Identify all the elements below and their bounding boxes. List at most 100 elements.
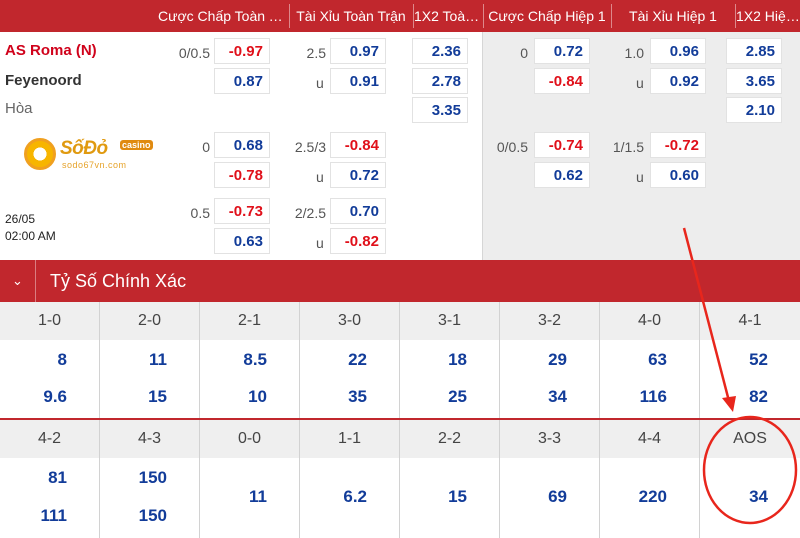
ft-hdp-home-odds[interactable]: 0.68	[214, 132, 270, 158]
score-label: 1-1	[300, 420, 400, 458]
h1-1x2-home-odds[interactable]: 2.85	[726, 38, 782, 64]
score-label: 4-3	[100, 420, 200, 458]
ft-hdp-home-odds[interactable]: -0.73	[214, 198, 270, 224]
ft-ou-over-odds[interactable]: -0.84	[330, 132, 386, 158]
score-odds[interactable]: 35	[348, 387, 367, 406]
match-date: 26/05	[5, 212, 36, 226]
h1-hdp-line: 0/0.5	[496, 139, 528, 155]
score-odds[interactable]: 150	[138, 468, 167, 487]
h1-1x2-draw-odds[interactable]: 2.10	[726, 97, 782, 123]
score-label: 2-1	[200, 302, 300, 340]
score-odds[interactable]: 10	[248, 387, 267, 406]
under-label: u	[636, 169, 644, 185]
ft-1x2-away-odds[interactable]: 2.78	[412, 68, 468, 94]
h1-1x2-away-odds[interactable]: 3.65	[726, 68, 782, 94]
score-label: 2-0	[100, 302, 200, 340]
correct-score-bar[interactable]: ⌄ Tỷ Số Chính Xác	[0, 260, 800, 302]
score-odds[interactable]: 34	[749, 487, 768, 506]
home-team: AS Roma (N)	[5, 42, 97, 59]
logo-casino: casino	[120, 140, 153, 150]
col-h1-1x2[interactable]: 1X2 Hiệp 1	[736, 8, 800, 24]
score-odds[interactable]: 29	[548, 350, 567, 369]
ft-hdp-line: 0/0.5	[178, 45, 210, 61]
h1-hdp-home-odds[interactable]: 0.72	[534, 38, 590, 64]
ft-ou-line: 2.5	[306, 45, 326, 61]
score-label: 4-1	[738, 312, 762, 329]
col-h1-handicap[interactable]: Cược Chấp Hiệp 1	[488, 8, 606, 24]
score-odds[interactable]: 81	[48, 468, 67, 487]
h1-ou-line: 1.0	[624, 45, 644, 61]
logo-emblem-icon	[24, 138, 56, 170]
ft-ou-under-odds[interactable]: 0.91	[330, 68, 386, 94]
col-ft-handicap[interactable]: Cược Chấp Toàn Trận	[158, 8, 288, 24]
score-header-row: 1-0 2-0 2-1 3-0 3-1 3-2 4-0 4-1	[0, 302, 800, 340]
score-odds[interactable]: 150	[138, 506, 167, 525]
away-team: Feyenoord	[5, 72, 82, 89]
ft-hdp-away-odds[interactable]: 0.87	[214, 68, 270, 94]
ft-hdp-away-odds[interactable]: 0.63	[214, 228, 270, 254]
ft-ou-over-odds[interactable]: 0.97	[330, 38, 386, 64]
score-label: 2-2	[400, 420, 500, 458]
score-odds[interactable]: 111	[40, 506, 68, 525]
match-time: 02:00 AM	[5, 229, 56, 243]
logo-brand: SốĐỏ	[60, 138, 108, 159]
score-odds[interactable]: 52	[749, 350, 768, 369]
score-odds[interactable]: 22	[348, 350, 367, 369]
ft-1x2-draw-odds[interactable]: 3.35	[412, 97, 468, 123]
score-odds[interactable]: 8.5	[243, 350, 267, 369]
under-label: u	[316, 75, 324, 91]
score-label: 0-0	[200, 420, 300, 458]
col-ft-1x2[interactable]: 1X2 Toàn Trận	[414, 8, 482, 24]
score-odds[interactable]: 69	[548, 487, 567, 506]
score-odds[interactable]: 15	[448, 487, 467, 506]
score-odds[interactable]: 63	[648, 350, 667, 369]
score-label: 3-3	[500, 420, 600, 458]
under-label: u	[636, 75, 644, 91]
score-odds[interactable]: 11	[149, 350, 167, 369]
correct-score-title: Tỷ Số Chính Xác	[50, 271, 187, 291]
score-odds[interactable]: 34	[548, 387, 567, 406]
h1-hdp-home-odds[interactable]: -0.74	[534, 132, 590, 158]
h1-hdp-away-odds[interactable]: -0.84	[534, 68, 590, 94]
ft-ou-under-odds[interactable]: -0.82	[330, 228, 386, 254]
ft-ou-line: 2.5/3	[294, 139, 326, 155]
col-ft-over-under[interactable]: Tài Xỉu Toàn Trận	[296, 8, 406, 24]
score-odds[interactable]: 15	[148, 387, 167, 406]
h1-ou-over-odds[interactable]: -0.72	[650, 132, 706, 158]
h1-ou-under-odds[interactable]: 0.60	[650, 162, 706, 188]
ft-ou-over-odds[interactable]: 0.70	[330, 198, 386, 224]
score-label: 3-0	[300, 302, 400, 340]
score-odds[interactable]: 18	[448, 350, 467, 369]
chevron-down-icon[interactable]: ⌄	[0, 260, 36, 302]
h1-ou-under-odds[interactable]: 0.92	[650, 68, 706, 94]
score-odds[interactable]: 82	[749, 387, 768, 406]
under-label: u	[316, 169, 324, 185]
ft-1x2-home-odds[interactable]: 2.36	[412, 38, 468, 64]
score-odds[interactable]: 116	[639, 387, 667, 406]
score-odds[interactable]: 9.6	[43, 387, 67, 406]
odds-header-bar: Cược Chấp Toàn Trận Tài Xỉu Toàn Trận 1X…	[0, 0, 800, 32]
h1-ou-over-odds[interactable]: 0.96	[650, 38, 706, 64]
ft-ou-under-odds[interactable]: 0.72	[330, 162, 386, 188]
score-odds-row: 81 111 150 150 11 6.2 15 69 220 34	[0, 458, 800, 538]
score-odds[interactable]: 220	[638, 487, 667, 506]
draw-label: Hòa	[5, 100, 33, 117]
logo-url: sodo67vn.com	[62, 160, 127, 170]
h1-ou-line: 1/1.5	[612, 139, 644, 155]
score-label: 1-0	[0, 302, 100, 340]
score-odds[interactable]: 25	[448, 387, 467, 406]
col-h1-over-under[interactable]: Tài Xỉu Hiệp 1	[629, 8, 717, 24]
odds-table: AS Roma (N) Feyenoord Hòa SốĐỏ casino so…	[0, 32, 800, 260]
score-label: 3-1	[400, 302, 500, 340]
score-label: 4-2	[0, 420, 100, 458]
ft-ou-line: 2/2.5	[294, 205, 326, 221]
score-odds-row: 8 9.6 11 15 8.5 10 22 35 18 25 29 34 63 116 52 8…	[0, 340, 800, 418]
score-odds[interactable]: 8	[57, 350, 67, 369]
score-odds[interactable]: 11	[249, 487, 267, 506]
ft-hdp-home-odds[interactable]: -0.97	[214, 38, 270, 64]
h1-hdp-away-odds[interactable]: 0.62	[534, 162, 590, 188]
score-odds[interactable]: 6.2	[343, 487, 367, 506]
ft-hdp-away-odds[interactable]: -0.78	[214, 162, 270, 188]
score-label: 4-0	[600, 302, 700, 340]
score-label: 3-2	[500, 302, 600, 340]
